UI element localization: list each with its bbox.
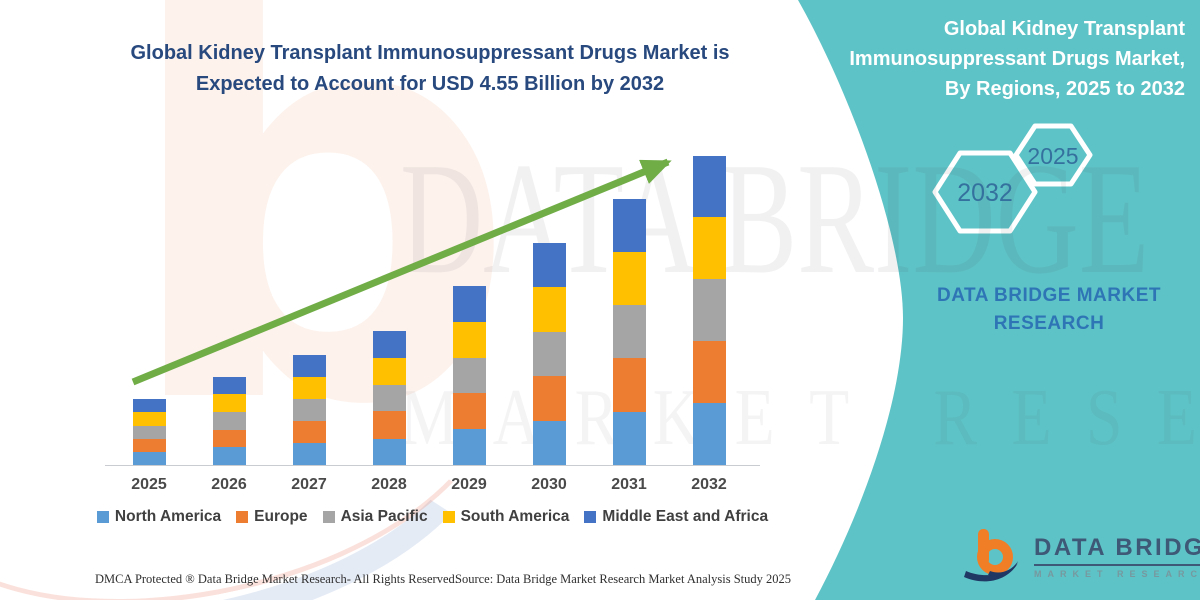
bar-segment-europe <box>612 358 646 412</box>
bar-segment-asia-pacific <box>612 305 646 359</box>
bar-segment-asia-pacific <box>692 279 726 342</box>
bar-segment-middle-east-and-africa <box>372 331 406 358</box>
plot-area: 2025 2026 2027 2028 2029 2030 2031 2032 <box>105 140 760 493</box>
bar-segment-south-america <box>532 286 566 332</box>
bar-segment-asia-pacific <box>132 425 166 439</box>
bar-segment-europe <box>452 393 486 429</box>
legend-item-europe: Europe <box>236 508 308 526</box>
panel-title: Global Kidney Transplant Immunosuppressa… <box>845 14 1185 104</box>
bar-segment-north-america <box>452 429 486 465</box>
bar-segment-europe <box>132 438 166 453</box>
bar-segment-europe <box>212 429 246 448</box>
bar-segment-south-america <box>132 412 166 426</box>
bar-segment-south-america <box>372 357 406 385</box>
legend-label: Middle East and Africa <box>602 508 769 525</box>
bar-segment-europe <box>692 341 726 404</box>
bar-segment-middle-east-and-africa <box>612 198 646 252</box>
bar-segment-europe <box>372 411 406 439</box>
bar-segment-middle-east-and-africa <box>132 399 166 413</box>
x-axis-label-2027: 2027 <box>291 476 327 493</box>
bar-2027 <box>292 354 326 465</box>
legend-item-middle-east-and-africa: Middle East and Africa <box>584 508 768 526</box>
bar-segment-middle-east-and-africa <box>292 354 326 377</box>
bar-segment-south-america <box>612 251 646 306</box>
bar-segment-asia-pacific <box>452 357 486 393</box>
hexagon-2025 <box>1013 123 1093 187</box>
teal-panel <box>798 0 1200 600</box>
bar-segment-middle-east-and-africa <box>532 242 566 287</box>
chart-title-line2: Expected to Account for USD 4.55 Billion… <box>195 73 665 95</box>
x-axis-label-2028: 2028 <box>371 476 407 493</box>
legend-swatch <box>584 511 597 523</box>
databridge-logo: DATA BRIDGE MARKET RESEARCH <box>962 527 1200 585</box>
legend-swatch <box>322 511 335 523</box>
x-axis-label-2026: 2026 <box>211 476 247 493</box>
bar-segment-asia-pacific <box>212 411 246 430</box>
panel-title-line3: By Regions, 2025 to 2032 <box>944 78 1185 100</box>
chart-area: 2025 2026 2027 2028 2029 2030 2031 2032 North A… <box>95 140 770 526</box>
panel-brand-line2: RESEARCH <box>993 312 1105 334</box>
panel-title-line2: Immunosuppressant Drugs Market, <box>849 48 1185 70</box>
hexagon-2032-label: 2032 <box>957 179 1013 207</box>
databridge-logo-icon <box>964 529 1018 582</box>
x-axis-label-2025: 2025 <box>131 476 167 493</box>
x-axis-label-2030: 2030 <box>531 476 567 493</box>
hexagon-2025-label: 2025 <box>1027 143 1079 169</box>
bar-segment-middle-east-and-africa <box>452 285 486 322</box>
bar-segment-south-america <box>452 321 486 358</box>
bar-2026 <box>212 376 246 465</box>
bar-segment-south-america <box>212 394 246 412</box>
x-axis-line <box>105 465 760 466</box>
databridge-logo-text: DATA BRIDGE MARKET RESEARCH <box>1034 534 1200 579</box>
panel-title-line1: Global Kidney Transplant <box>943 18 1185 40</box>
legend: North America Europe Asia Pacific South Ame… <box>95 508 770 526</box>
bar-segment-asia-pacific <box>372 384 406 412</box>
bar-segment-europe <box>292 420 326 444</box>
bar-segment-north-america <box>292 443 326 465</box>
panel-brand-line1: DATA BRIDGE MARKET <box>937 285 1161 306</box>
bar-segment-north-america <box>132 452 166 465</box>
bar-segment-north-america <box>692 403 726 465</box>
chart-title-line1: Global Kidney Transplant Immunosuppressa… <box>130 42 730 64</box>
panel-brand-text: DATA BRIDGE MARKET RESEARCH <box>900 282 1198 337</box>
bar-segment-north-america <box>372 438 406 465</box>
legend-item-south-america: South America <box>442 508 570 526</box>
bar-segment-north-america <box>612 412 646 465</box>
logo-subtitle: MARKET RESEARCH <box>1034 568 1200 579</box>
bar-segment-middle-east-and-africa <box>212 376 246 395</box>
x-axis-label-2029: 2029 <box>451 476 487 493</box>
legend-swatch <box>442 511 455 523</box>
bar-segment-south-america <box>292 376 326 400</box>
chart-title: Global Kidney Transplant Immunosuppressa… <box>110 38 750 100</box>
bar-segment-asia-pacific <box>532 331 566 376</box>
bar-2030 <box>532 242 566 465</box>
legend-swatch <box>96 511 109 523</box>
hexagon-2032 <box>932 150 1038 234</box>
legend-swatch <box>236 511 249 523</box>
legend-label: North America <box>114 508 222 525</box>
legend-label: Europe <box>254 508 308 525</box>
bar-2029 <box>452 285 486 465</box>
x-axis-label-2032: 2032 <box>691 476 727 493</box>
bar-2031 <box>612 198 646 465</box>
legend-label: Asia Pacific <box>340 508 428 525</box>
bar-segment-north-america <box>532 420 566 465</box>
legend-label: South America <box>460 508 570 525</box>
bar-segment-europe <box>532 375 566 421</box>
bar-segment-asia-pacific <box>292 399 326 421</box>
dmca-text: DMCA Protected ® Data Bridge Market Rese… <box>95 572 458 586</box>
bar-2028 <box>372 331 406 465</box>
bar-2032 <box>692 155 726 465</box>
x-axis-label-2031: 2031 <box>611 476 647 493</box>
legend-item-asia-pacific: Asia Pacific <box>322 508 428 526</box>
bar-segment-south-america <box>692 217 726 280</box>
source-text: Source: Data Bridge Market Research Mark… <box>455 572 792 586</box>
legend-item-north-america: North America <box>96 508 222 526</box>
bar-segment-middle-east-and-africa <box>692 155 726 218</box>
bar-2025 <box>132 399 166 465</box>
bar-segment-north-america <box>212 447 246 465</box>
logo-name: DATA BRIDGE <box>1034 534 1200 566</box>
